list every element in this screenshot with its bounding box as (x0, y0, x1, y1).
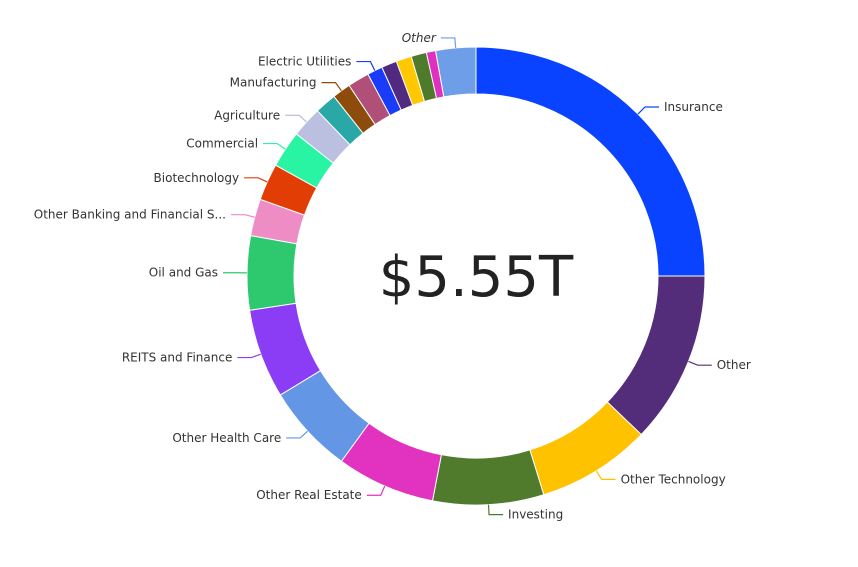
slice-label-commercial: Commercial (186, 137, 258, 151)
slice-oil-and-gas[interactable] (246, 234, 298, 311)
slice-label-electric-utilities: Electric Utilities (258, 55, 351, 69)
leader-line-agriculture (285, 114, 307, 123)
slice-label-biotechnology: Biotechnology (154, 171, 240, 185)
leader-line-commercial (263, 142, 286, 150)
leader-line-reits-and-finance (237, 353, 261, 359)
leader-line-other-real-estate (366, 485, 386, 496)
leader-line-other-technology (595, 470, 616, 480)
slice-label-reits-and-finance: REITS and Finance (122, 351, 233, 365)
slice-investing[interactable] (431, 449, 545, 506)
slice-label-other-banking-and-financial-s: Other Banking and Financial S... (34, 208, 226, 222)
leader-line-insurance (637, 106, 659, 115)
slice-other[interactable] (606, 275, 706, 436)
slice-label-agriculture: Agriculture (214, 108, 280, 122)
slice-label-oil-and-gas: Oil and Gas (149, 266, 218, 280)
labels: Insurance Other Other Technology Investing O… (34, 31, 751, 522)
leader-line-electric-utilities (356, 60, 376, 71)
leader-line-manufacturing (321, 82, 342, 92)
slice-label-other: Other (402, 31, 437, 45)
slice-label-other: Other (717, 358, 751, 372)
leader-line-other-health-care (286, 430, 308, 439)
leader-line-other-banking-and-financial-s (231, 214, 255, 218)
slice-label-insurance: Insurance (664, 100, 723, 114)
leader-line-biotechnology (244, 177, 268, 183)
center-total-label: $5.55T (379, 245, 574, 310)
leader-line-investing (487, 504, 504, 516)
slice-label-other-health-care: Other Health Care (172, 431, 281, 445)
slice-other[interactable] (434, 46, 477, 98)
slice-label-other-real-estate: Other Real Estate (256, 488, 362, 502)
slice-insurance[interactable] (475, 46, 706, 277)
leader-line-other (688, 360, 712, 366)
slices (246, 46, 706, 506)
slice-label-other-technology: Other Technology (621, 472, 726, 486)
slice-label-manufacturing: Manufacturing (230, 76, 317, 90)
slice-label-investing: Investing (508, 508, 563, 522)
leader-line-other (440, 37, 457, 48)
